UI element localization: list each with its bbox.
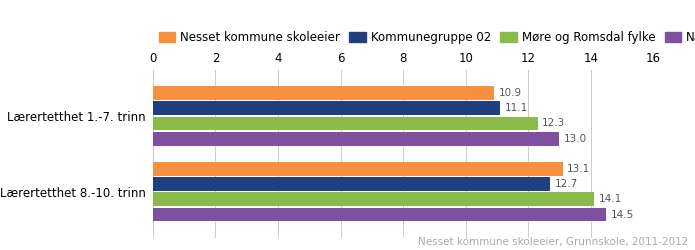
Text: 14.5: 14.5: [611, 210, 635, 220]
Text: 10.9: 10.9: [498, 88, 522, 98]
Bar: [153, 86, 493, 100]
Bar: [153, 177, 550, 191]
Text: 12.7: 12.7: [555, 179, 578, 189]
Bar: [153, 116, 538, 130]
Text: Nesset kommune skoleeier, Grunnskole, 2011-2012: Nesset kommune skoleeier, Grunnskole, 20…: [418, 238, 688, 248]
Text: 14.1: 14.1: [598, 194, 622, 204]
Text: 12.3: 12.3: [542, 118, 566, 128]
Legend: Nesset kommune skoleeier, Kommunegruppe 02, Møre og Romsdal fylke, Nasjonalt: Nesset kommune skoleeier, Kommunegruppe …: [158, 31, 695, 44]
Text: 11.1: 11.1: [505, 103, 528, 113]
Bar: [153, 132, 559, 145]
Bar: [153, 162, 563, 175]
Bar: [153, 101, 500, 115]
Bar: [153, 208, 606, 222]
Text: 13.1: 13.1: [567, 164, 591, 174]
Bar: [153, 192, 594, 206]
Text: 13.0: 13.0: [564, 134, 587, 144]
